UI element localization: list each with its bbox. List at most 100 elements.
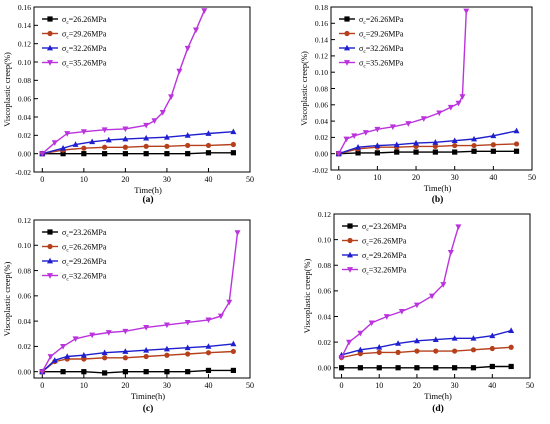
series-1 <box>39 367 236 376</box>
y-tick-label: 0.16 <box>18 3 31 12</box>
y-tick-label: 0.08 <box>18 266 31 275</box>
data-point <box>60 369 66 375</box>
data-point <box>205 130 212 136</box>
y-tick-label: 0.08 <box>318 261 331 270</box>
data-point <box>471 135 478 142</box>
y-tick-label: 0.00 <box>18 367 31 376</box>
data-point <box>355 143 362 150</box>
data-point <box>184 45 191 52</box>
data-point <box>164 143 170 149</box>
data-point <box>357 346 364 353</box>
plot-frame <box>33 219 251 379</box>
data-point <box>394 149 400 155</box>
data-point <box>338 355 345 361</box>
x-tick-label: 0 <box>40 175 44 184</box>
data-point <box>80 352 87 358</box>
y-tick-label: 0.02 <box>18 131 31 140</box>
data-point <box>395 340 402 346</box>
x-tick-label: 20 <box>121 175 129 184</box>
panel-label: (b) <box>432 194 444 205</box>
y-tick-label: 0.00 <box>18 149 31 158</box>
y-tick-label: 0.04 <box>18 113 31 122</box>
y-tick-label: 0.02 <box>18 342 31 351</box>
data-point <box>101 349 108 356</box>
data-point <box>413 139 420 146</box>
panel-label: (a) <box>142 194 153 205</box>
data-point <box>230 367 236 374</box>
x-axis-label: Time(h) <box>134 185 162 195</box>
data-point <box>470 347 477 353</box>
data-point <box>81 151 87 157</box>
data-point <box>355 150 361 156</box>
data-point <box>357 330 364 337</box>
series-3 <box>335 127 520 157</box>
legend-entry: σc=35.26MPa <box>359 59 404 70</box>
data-point <box>205 343 212 349</box>
data-point <box>164 369 170 375</box>
data-point <box>122 144 128 150</box>
data-point <box>143 369 149 375</box>
series-1 <box>336 148 520 157</box>
data-point <box>413 337 420 344</box>
data-point <box>230 150 236 156</box>
data-point <box>230 348 236 355</box>
data-point <box>432 336 439 342</box>
data-point <box>81 356 87 362</box>
data-point <box>452 149 458 155</box>
data-point <box>72 141 79 147</box>
panel-label: (d) <box>432 403 444 414</box>
data-point <box>105 330 112 336</box>
legend-entry: σc=26.26MPa <box>62 243 107 254</box>
legend-marker <box>347 251 353 258</box>
data-point <box>89 138 96 145</box>
series-1 <box>338 363 514 371</box>
x-tick-label: 50 <box>246 381 254 390</box>
x-tick-label: 40 <box>488 381 496 390</box>
legend-marker <box>47 16 53 22</box>
legend-marker <box>47 257 53 264</box>
data-point <box>205 317 212 324</box>
y-tick-label: 0.10 <box>18 241 31 250</box>
legend: σc=23.26MPa σc=26.26MPa σc=29.26MPa σc=32.2… <box>342 222 407 277</box>
x-tick-label: 40 <box>489 173 497 182</box>
data-point <box>51 140 58 146</box>
series-line <box>340 226 460 358</box>
y-tick-label: 0.10 <box>318 235 331 244</box>
y-tick-label: 0.04 <box>318 312 331 321</box>
chart-panel-4: 0 10 20 30 40 50 0.00 0.02 0.04 0.06 0.08 0.10 0.12 T… <box>302 210 534 414</box>
data-point <box>513 141 520 147</box>
y-tick-label: -0.02 <box>312 166 328 175</box>
data-point <box>368 320 375 327</box>
data-point <box>122 348 129 354</box>
series-line <box>338 150 517 155</box>
chart-panel-2: 0 10 20 30 40 50 -0.02 0.00 0.02 0.04 0.06 0.08 0.10… <box>299 3 536 205</box>
series-line <box>341 365 512 369</box>
data-point <box>440 282 447 288</box>
data-point <box>452 142 458 149</box>
data-point <box>122 328 129 335</box>
x-axis-label: Time(h) <box>424 391 452 401</box>
data-point <box>201 8 208 14</box>
data-point <box>374 150 380 156</box>
data-point <box>122 135 129 142</box>
legend-marker <box>47 60 53 66</box>
data-point <box>420 116 427 122</box>
data-point <box>217 313 224 320</box>
x-tick-label: 0 <box>340 381 344 390</box>
series-4 <box>335 8 470 157</box>
legend: σc=26.26MPa σc=29.26MPa σc=32.26MPa σc=35.2… <box>42 15 107 70</box>
data-point <box>185 351 191 357</box>
data-point <box>376 365 382 371</box>
data-point <box>433 365 439 371</box>
y-axis-label: Viscoplastic creep(%) <box>2 261 12 336</box>
y-tick-label: 0.06 <box>18 94 31 103</box>
x-tick-label: 50 <box>528 173 536 182</box>
data-point <box>383 314 390 320</box>
data-point <box>159 110 166 116</box>
legend-marker <box>344 60 350 66</box>
data-point <box>490 148 496 154</box>
legend-entry: σc=32.26MPa <box>62 44 107 55</box>
data-point <box>60 144 67 151</box>
series-line <box>341 329 512 356</box>
